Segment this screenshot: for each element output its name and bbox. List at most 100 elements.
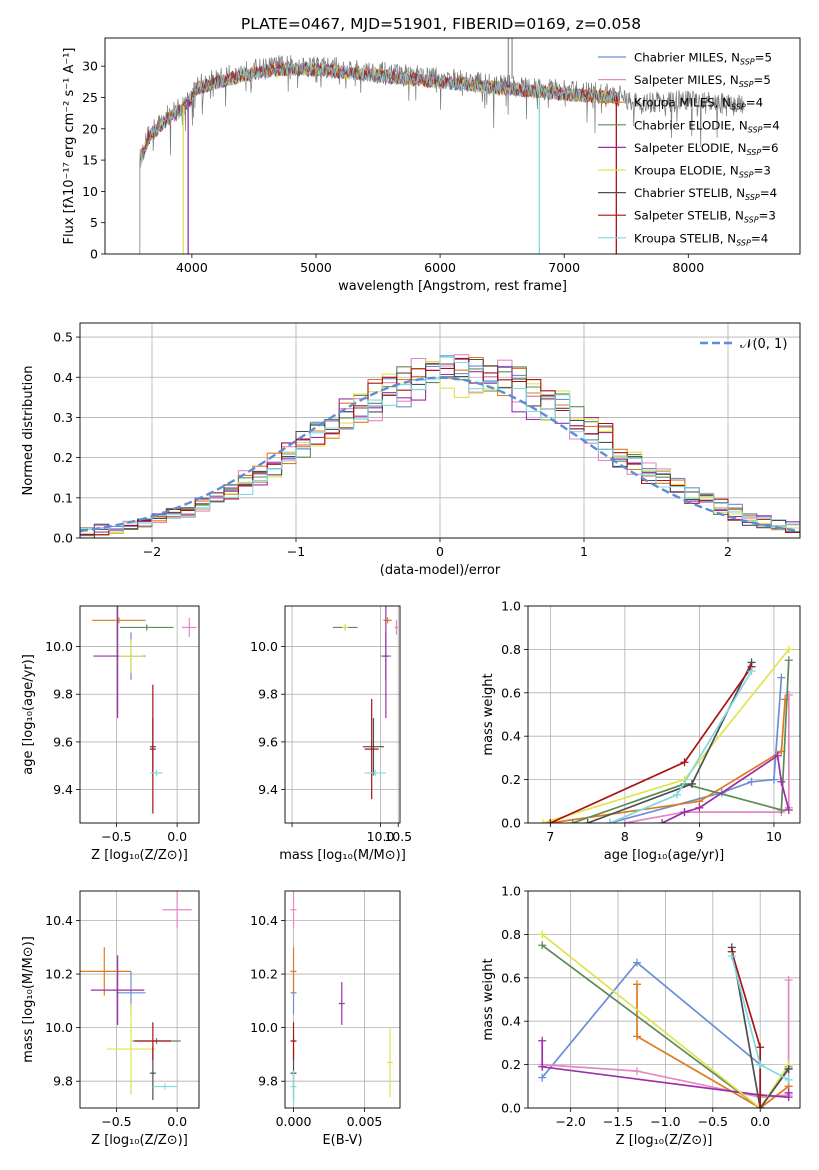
panel-age-vs-Z: 9.4 9.6 9.8 10.0 −0.5 0.0 Z [log₁₀(Z/Z⊙)] age [… [21, 605, 200, 863]
legend-label-tail: =3 [753, 164, 770, 178]
plus-marker [538, 1073, 547, 1082]
ytick-label: 0.4 [53, 370, 73, 385]
xtick-label: 10.5 [384, 829, 412, 844]
plus-marker [756, 1043, 765, 1052]
plus-marker [784, 645, 793, 654]
plot-area [290, 891, 394, 1103]
plus-marker [747, 667, 756, 676]
ytick-label: 9.4 [258, 782, 278, 797]
ytick-label: 25 [82, 90, 98, 105]
errorbar-kroupa-elodie [118, 639, 144, 673]
legend-label-main: Salpeter MILES, N [634, 73, 739, 87]
ytick-label: 1.0 [501, 599, 521, 614]
x-axis-label: Z [log₁₀(Z/Z⊙)] [91, 1133, 188, 1148]
errorbar-kroupa-stelib [152, 1083, 178, 1090]
ytick-label: 9.8 [53, 687, 73, 702]
axes-frame [527, 605, 801, 824]
panel-residuals: 0.0 0.1 0.2 0.3 0.4 0.5 −2 −1 0 1 2 (data-model)/er… [21, 322, 801, 578]
plus-marker [756, 1060, 765, 1069]
legend-label-tail: =5 [755, 51, 772, 65]
ytick-label: 0.4 [501, 1014, 521, 1029]
legend-label-tail: =5 [753, 73, 770, 87]
x-axis-label: Z [log₁₀(Z/Z⊙)] [91, 848, 188, 863]
plus-marker [632, 980, 641, 989]
y-axis-label: Normed distribution [21, 366, 36, 496]
ytick-label: 0 [90, 247, 98, 262]
panel-mass-vs-Z: 9.8 10.0 10.2 10.4 −0.5 0.0 Z [log₁₀(Z/Z⊙)] mas… [21, 890, 200, 1148]
ytick-label: 10.4 [45, 913, 73, 928]
plus-marker [784, 975, 793, 984]
errorbar-chabrier-elodie [120, 624, 174, 631]
ytick-label: 10.0 [45, 639, 73, 654]
xtick-label: −1.0 [650, 1114, 680, 1129]
errorbar-salpeter-elodie [338, 982, 345, 1025]
y-axis-label: mass weight [481, 673, 496, 755]
axes-frame [284, 605, 401, 824]
legend-label: Salpeter STELIB, NSSP=3 [634, 209, 776, 225]
plus-marker [784, 805, 793, 814]
errorbar-kroupa-miles [80, 947, 131, 996]
series-line [661, 754, 790, 823]
legend-label-sub: SSP [748, 125, 763, 134]
series-line [730, 947, 790, 1108]
plot-area [538, 930, 793, 1108]
ytick-label: 0.0 [501, 1101, 521, 1116]
plus-marker [538, 1062, 547, 1071]
legend-label: 𝒩(0, 1) [740, 337, 787, 352]
legend-label-sub: SSP [739, 171, 754, 180]
xtick-label: 8000 [672, 260, 704, 275]
legend-label-tail: =4 [762, 118, 779, 132]
figure-title: PLATE=0467, MJD=51901, FIBERID=0169, z=0… [241, 15, 641, 33]
xtick-label: 0.0 [167, 1114, 187, 1129]
errorbar-salpeter-miles [182, 617, 197, 637]
ytick-label: 0.2 [501, 1057, 521, 1072]
errorbar-salpeter-stelib [290, 1022, 297, 1060]
legend-label: Chabrier MILES, NSSP=5 [634, 51, 772, 67]
legend-label-main: Salpeter STELIB, N [634, 209, 744, 223]
legend-label-tail: =4 [746, 96, 763, 110]
xtick-label: −0.5 [698, 1114, 728, 1129]
xtick-label: 7000 [548, 260, 580, 275]
errorbar-kroupa-elodie [387, 1027, 394, 1098]
xtick-label: −0.5 [101, 829, 131, 844]
plus-marker [538, 1036, 547, 1045]
ytick-label: 0.3 [53, 410, 73, 425]
x-axis-label: age [log₁₀(age/yr)] [604, 848, 725, 863]
xtick-label: −0.5 [101, 1114, 131, 1129]
ytick-label: 15 [82, 153, 98, 168]
legend-label: Kroupa MILES, NSSP=4 [634, 96, 763, 112]
series-salpeter-stelib [727, 947, 765, 1108]
ytick-label: 0.0 [53, 531, 73, 546]
axes-frame [104, 37, 801, 255]
legend-label-sub: SSP [746, 148, 761, 157]
ytick-label: 9.8 [258, 687, 278, 702]
series-line [550, 699, 786, 823]
legend-label: Salpeter MILES, NSSP=5 [634, 73, 771, 89]
series-line [572, 660, 790, 823]
errorbar-kroupa-miles [383, 617, 392, 624]
xtick-label: 0.000 [276, 1114, 312, 1129]
axes-frame [79, 890, 200, 1109]
xtick-label: 10 [766, 829, 782, 844]
xtick-label: 5000 [300, 260, 332, 275]
x-axis-label: (data-model)/error [380, 563, 501, 578]
axes-frame [284, 890, 401, 1109]
ytick-label: 0.2 [501, 772, 521, 787]
plus-marker [568, 819, 577, 823]
plot-area [332, 606, 399, 800]
legend-label-sub: SSP [744, 216, 759, 225]
errorbar-kroupa-stelib [290, 1070, 297, 1103]
plus-marker [784, 690, 793, 699]
panel-spectrum: 0 5 10 15 20 25 30 4000 5000 6000 7000 8000 waveleng… [62, 37, 801, 294]
legend-label: Chabrier STELIB, NSSP=4 [634, 186, 777, 202]
ytick-label: 9.8 [53, 1074, 73, 1089]
series-kroupa-stelib [605, 667, 756, 823]
legend-label-sub: SSP [740, 58, 755, 67]
plus-marker [538, 819, 547, 823]
ytick-label: 0.8 [501, 642, 521, 657]
xtick-label: 0 [436, 544, 444, 559]
xtick-label: 2 [724, 544, 732, 559]
xtick-label: 0.0 [750, 1114, 770, 1129]
